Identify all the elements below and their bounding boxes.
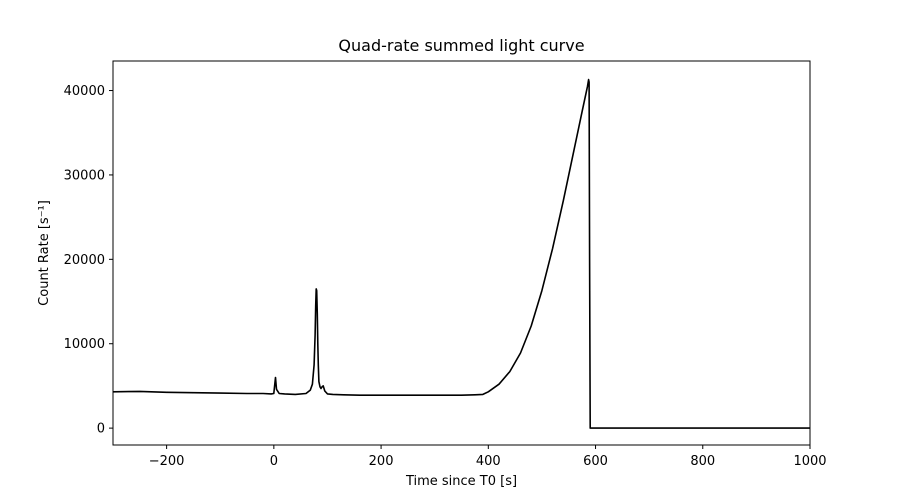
x-tick-label: 200 <box>369 454 394 469</box>
chart-title: Quad-rate summed light curve <box>338 36 584 55</box>
y-axis-ticks: 0 10000 20000 30000 40000 <box>64 84 113 437</box>
plot-area <box>112 78 810 429</box>
plot-frame <box>112 60 811 446</box>
x-axis-label: Time since T0 [s] <box>405 474 517 489</box>
series-line-0 <box>112 78 810 429</box>
x-tick-label: 400 <box>476 454 501 469</box>
x-tick-label: 600 <box>583 454 608 469</box>
x-tick-label: 1000 <box>793 454 826 469</box>
x-axis-ticks: −200 0 200 400 600 800 1000 <box>149 445 827 469</box>
y-tick-label: 30000 <box>64 168 105 183</box>
x-tick-label: 0 <box>270 454 278 469</box>
x-tick-label: 800 <box>690 454 715 469</box>
y-axis-label: Count Rate [s⁻¹] <box>37 200 52 306</box>
y-tick-label: 20000 <box>64 253 105 268</box>
y-tick-label: 10000 <box>64 337 105 352</box>
y-tick-label: 40000 <box>64 84 105 99</box>
x-tick-label: −200 <box>149 454 185 469</box>
y-tick-label: 0 <box>97 422 105 437</box>
